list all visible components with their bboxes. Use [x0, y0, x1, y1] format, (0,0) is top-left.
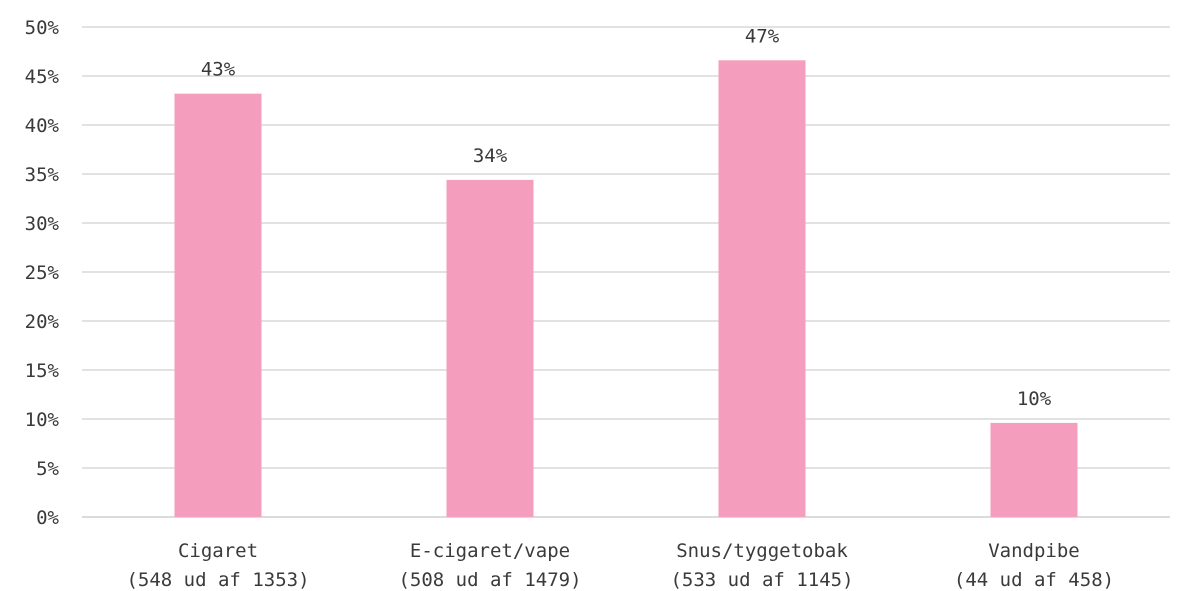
y-tick-label: 40%	[25, 115, 60, 137]
data-label: 10%	[1017, 388, 1052, 410]
data-labels: 43% 34% 47% 10%	[201, 25, 1052, 410]
category-label: (44 ud af 458)	[954, 569, 1114, 591]
bars	[174, 60, 1078, 517]
bar	[990, 422, 1078, 517]
y-tick-label: 25%	[25, 262, 60, 284]
y-tick-label: 10%	[25, 409, 60, 431]
y-tick-label: 45%	[25, 66, 60, 88]
data-label: 43%	[201, 59, 236, 81]
bar	[174, 93, 262, 517]
y-tick-label: 5%	[36, 458, 59, 480]
y-tick-label: 35%	[25, 164, 60, 186]
y-tick-label: 30%	[25, 213, 60, 235]
bar	[446, 179, 534, 517]
data-label: 47%	[745, 25, 780, 47]
x-axis-categories: Cigaret (548 ud af 1353) E-cigaret/vape (50…	[126, 540, 1114, 591]
category-label: Cigaret	[178, 540, 258, 562]
category-label: (548 ud af 1353)	[126, 569, 309, 591]
y-tick-label: 15%	[25, 360, 60, 382]
category-label: E-cigaret/vape	[410, 540, 570, 562]
y-tick-label: 0%	[36, 507, 59, 529]
y-axis-ticks: 0% 5% 10% 15% 20% 25% 30% 35% 40% 45% 50%	[25, 17, 60, 529]
category-label: (533 ud af 1145)	[670, 569, 853, 591]
y-tick-label: 50%	[25, 17, 60, 39]
bar	[718, 60, 806, 517]
gridlines	[82, 26, 1170, 518]
data-label: 34%	[473, 145, 508, 167]
y-tick-label: 20%	[25, 311, 60, 333]
category-label: Snus/tyggetobak	[676, 540, 848, 562]
category-label: (508 ud af 1479)	[398, 569, 581, 591]
category-label: Vandpibe	[988, 540, 1080, 562]
